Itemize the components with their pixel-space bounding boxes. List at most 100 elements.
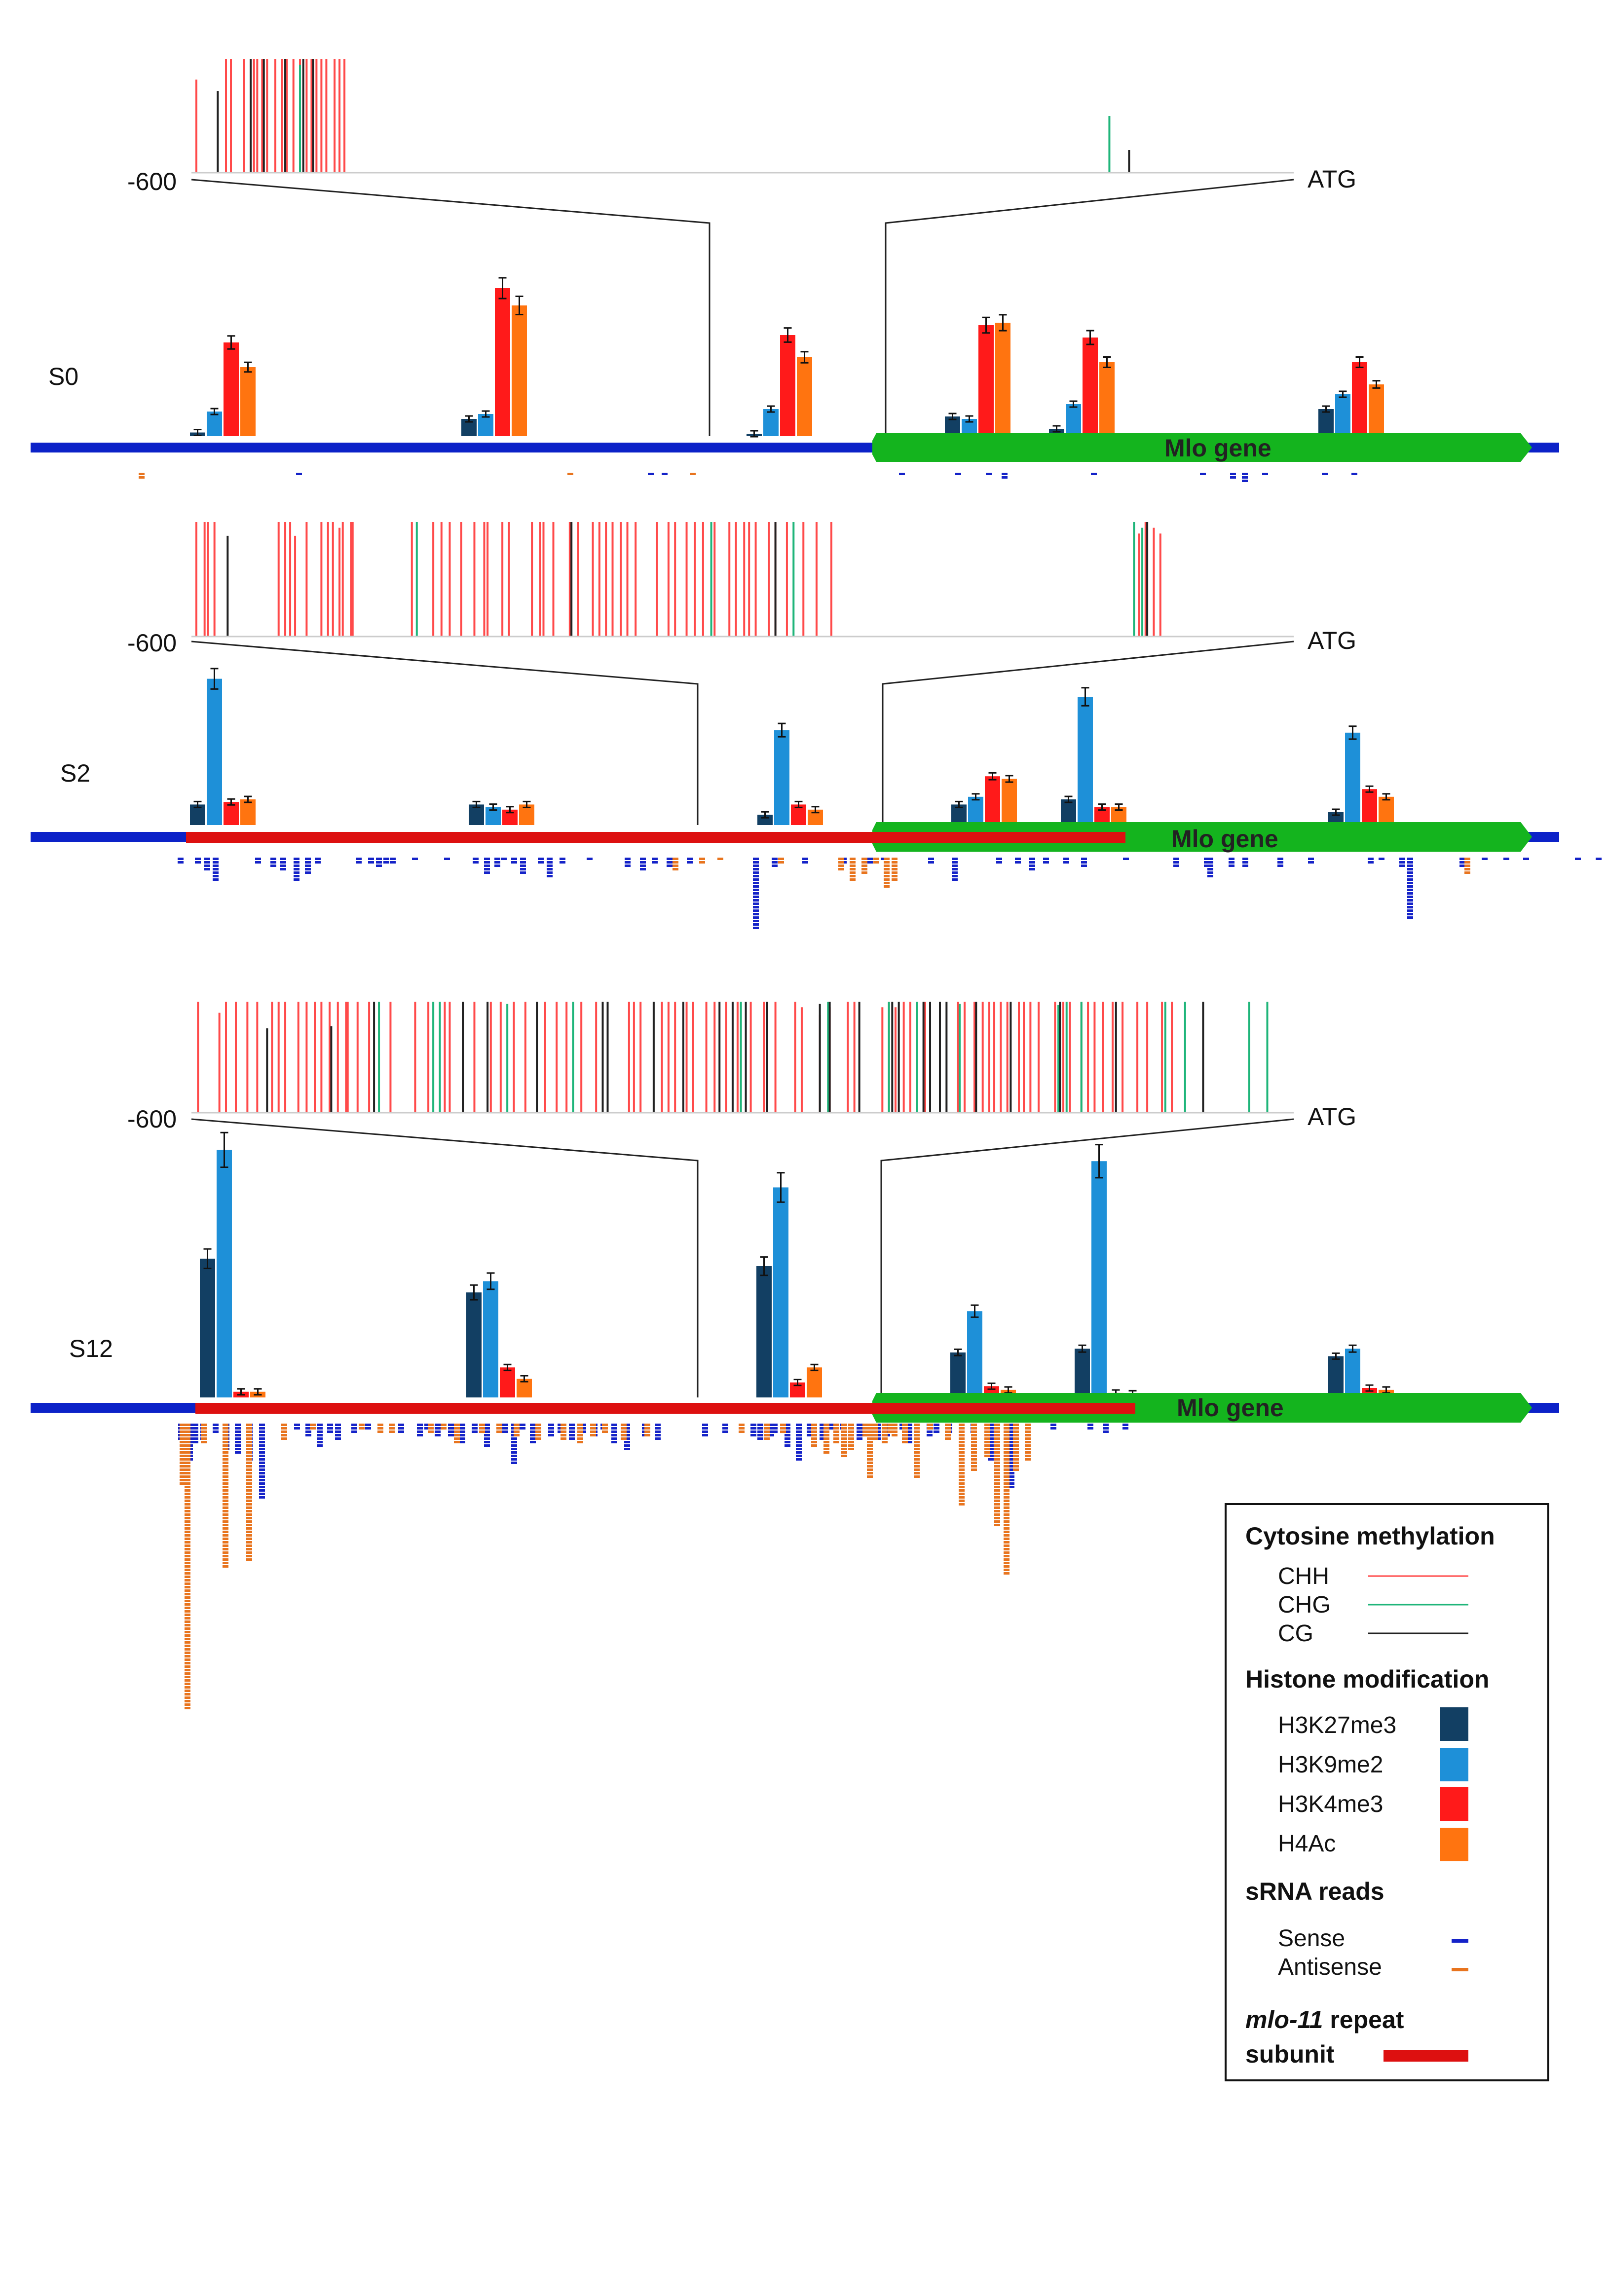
- s12-histone-error-bar: [486, 1272, 495, 1290]
- s2-srna-read-sense: [1399, 865, 1405, 867]
- s12-srna-read-antisense: [180, 1444, 186, 1447]
- s12-srna-read-antisense: [514, 1427, 520, 1430]
- s12-srna-read-antisense: [185, 1652, 190, 1654]
- s12-srna-read-sense: [988, 1434, 994, 1436]
- s12-srna-read-sense: [785, 1427, 790, 1430]
- s0-histone-bar-h4ac: [797, 357, 812, 436]
- s12-srna-read-sense: [785, 1437, 790, 1440]
- s12-srna-read-sense: [259, 1448, 265, 1450]
- s12-srna-read-sense: [988, 1444, 994, 1447]
- s12-srna-read-antisense: [811, 1444, 817, 1447]
- s12-srna-read-antisense: [223, 1444, 228, 1447]
- s2-srna-read-sense: [1207, 871, 1213, 874]
- s12-srna-read-sense: [448, 1427, 454, 1430]
- s2-srna-read-sense: [520, 868, 526, 870]
- s2-srna-read-sense: [494, 865, 500, 867]
- s0-srna-read-sense: [1242, 473, 1248, 475]
- s2-srna-read-sense: [484, 871, 490, 874]
- s12-srna-read-antisense: [841, 1451, 847, 1454]
- s12-srna-read-sense: [757, 1434, 763, 1436]
- s12-srna-read-antisense: [1004, 1486, 1010, 1488]
- s12-srna-read-antisense: [185, 1427, 190, 1430]
- s12-srna-read-antisense: [185, 1707, 190, 1709]
- s2-srna-read-antisense: [673, 861, 678, 864]
- s12-srna-read-antisense: [621, 1424, 627, 1426]
- s12-srna-read-sense: [906, 1430, 912, 1433]
- s12-histone-error-bar: [1365, 1384, 1374, 1392]
- s12-srna-read-antisense: [1013, 1437, 1019, 1440]
- s2-histone-bars: [190, 668, 1394, 825]
- s2-srna-read-sense: [520, 858, 526, 860]
- s12-srna-read-sense: [757, 1437, 763, 1440]
- s12-srna-read-antisense: [971, 1451, 977, 1454]
- s12-srna-read-antisense: [223, 1558, 228, 1561]
- s12-srna-read-antisense: [872, 1430, 878, 1433]
- s2-gene-arrow: [872, 822, 1532, 852]
- s12-srna-read-antisense: [223, 1520, 228, 1523]
- s12-histone-bar-h4ac: [807, 1367, 822, 1397]
- s12-srna-read-antisense: [872, 1434, 878, 1436]
- s2-srna-read-antisense: [673, 865, 678, 867]
- s12-srna-read-antisense: [1004, 1424, 1010, 1426]
- s12-srna-read-antisense: [602, 1427, 608, 1430]
- s12-srna-read-antisense: [841, 1424, 847, 1426]
- s2-srna-read-antisense: [861, 865, 867, 867]
- s12-srna-read-antisense: [959, 1468, 965, 1471]
- s12-srna-read-antisense: [1025, 1427, 1031, 1430]
- s12-srna-read-antisense: [841, 1430, 847, 1433]
- s12-srna-read-sense: [1122, 1424, 1128, 1426]
- s12-srna-read-antisense: [246, 1434, 252, 1436]
- s12-srna-read-sense: [548, 1424, 554, 1426]
- s12-srna-read-sense: [611, 1434, 617, 1436]
- s2-srna-read-sense: [1204, 865, 1210, 867]
- s12-srna-read-sense: [757, 1430, 763, 1433]
- s12-srna-read-antisense: [914, 1458, 920, 1461]
- s12-srna-read-sense: [768, 1424, 774, 1426]
- s12-srna-read-sense: [192, 1434, 198, 1436]
- s2-histone-error-bar: [489, 803, 497, 811]
- s2-srna-read-sense: [294, 858, 299, 860]
- s2-histone-bar-h3k4me3: [985, 776, 1000, 825]
- s12-srna-read-sense: [988, 1427, 994, 1430]
- s12-srna-read-antisense: [590, 1427, 596, 1430]
- s2-srna-read-sense: [1015, 858, 1021, 860]
- s12-srna-read-sense: [796, 1441, 802, 1443]
- s12-srna-read-antisense: [514, 1434, 520, 1436]
- s0-histone-error-bar: [965, 415, 973, 423]
- s2-srna-read-sense: [1407, 899, 1413, 902]
- s12-srna-read-antisense: [994, 1451, 1000, 1454]
- legend-swatch-sense: [1452, 1939, 1468, 1943]
- s12-srna-read-antisense: [867, 1458, 873, 1461]
- s12-srna-read-sense: [294, 1427, 300, 1430]
- s12-srna-read-antisense: [1004, 1493, 1010, 1495]
- legend-repeat-rest: repeat: [1323, 2006, 1404, 2033]
- s0-srna-read-sense: [1242, 476, 1248, 479]
- s12-srna-read-sense: [1050, 1427, 1056, 1430]
- s2-srna-read-antisense: [861, 868, 867, 870]
- s12-srna-read-antisense: [1004, 1527, 1010, 1530]
- s12-histone-bar-h3k9me2: [967, 1311, 982, 1397]
- s12-gene-arrow: [872, 1393, 1532, 1423]
- s12-srna-read-antisense: [867, 1448, 873, 1450]
- s12-histone-bar-h3k9me2: [773, 1187, 788, 1397]
- s2-srna-read-sense: [1029, 868, 1035, 870]
- s12-srna-reads: [178, 1424, 1128, 1709]
- s12-srna-read-antisense: [1013, 1441, 1019, 1443]
- s2-srna-read-antisense: [838, 861, 844, 864]
- s12-srna-read-sense: [259, 1486, 265, 1488]
- s2-srna-read-sense: [294, 875, 299, 877]
- s2-srna-read-sense: [270, 861, 276, 864]
- s12-srna-read-antisense: [959, 1489, 965, 1492]
- s2-srna-read-sense: [547, 875, 553, 877]
- s12-srna-read-antisense: [185, 1517, 190, 1519]
- s2-srna-read-sense: [1407, 875, 1413, 877]
- s0-srna-read-sense: [662, 473, 668, 475]
- s0-srna-read-sense: [1230, 476, 1236, 479]
- s12-srna-read-antisense: [945, 1424, 951, 1426]
- s2-histone-error-bar: [811, 806, 820, 814]
- s2-srna-read-sense: [625, 861, 631, 864]
- s2-srna-read-antisense: [1464, 868, 1470, 870]
- s12-histone-error-bar: [1095, 1144, 1103, 1179]
- s12-srna-read-antisense: [223, 1513, 228, 1516]
- s2-histone-error-bar: [972, 793, 980, 801]
